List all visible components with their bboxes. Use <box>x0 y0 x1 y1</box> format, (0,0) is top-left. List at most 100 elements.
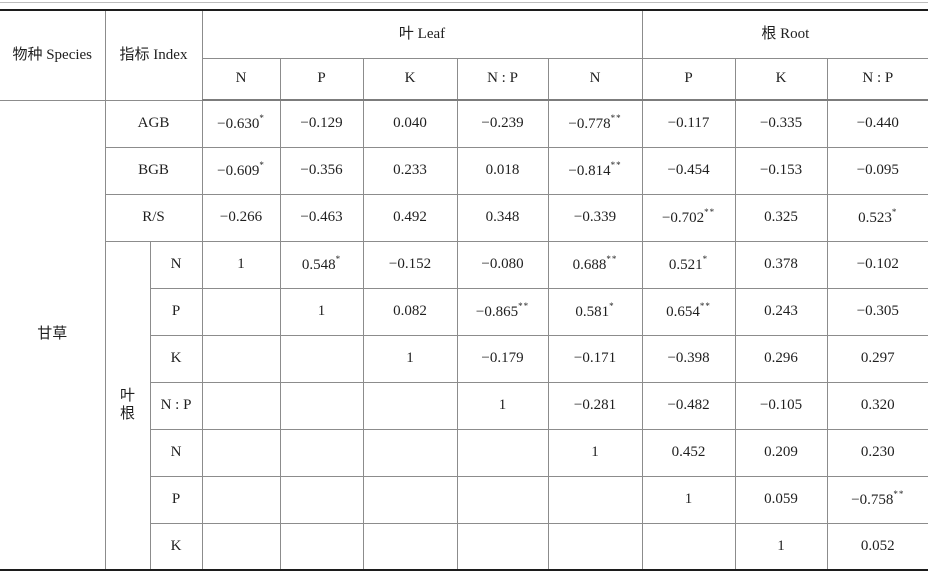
column-header-root-k: K <box>734 57 828 101</box>
value-cell: −0.865** <box>456 287 549 336</box>
value-cell: 0.521* <box>641 240 736 289</box>
empty-cell <box>362 428 458 477</box>
value-cell: 0.452 <box>641 428 736 477</box>
empty-cell <box>547 522 643 571</box>
table-row: N 1 0.452 0.209 0.230 <box>0 428 928 477</box>
value-cell: 0.059 <box>734 475 828 524</box>
leaf-group-header: 叶 Leaf <box>201 9 643 59</box>
value-cell: −0.129 <box>279 99 364 148</box>
empty-cell <box>201 287 281 336</box>
value-cell: −0.440 <box>826 99 928 148</box>
table-row: P 1 0.059 −0.758** <box>0 475 928 524</box>
value-cell: −0.080 <box>456 240 549 289</box>
value-cell: −0.102 <box>826 240 928 289</box>
value-cell: −0.339 <box>547 193 643 242</box>
empty-cell <box>641 522 736 571</box>
significance-marker: ** <box>610 112 622 123</box>
value-cell: 0.581* <box>547 287 643 336</box>
value-cell: 0.523* <box>826 193 928 242</box>
value-cell: −0.153 <box>734 146 828 195</box>
row-label-cell: N <box>149 428 203 477</box>
empty-cell <box>456 475 549 524</box>
value-cell: 0.688** <box>547 240 643 289</box>
value-cell: −0.266 <box>201 193 281 242</box>
row-label-cell: R/S <box>104 193 203 242</box>
empty-cell <box>456 522 549 571</box>
table-row: BGB −0.609* −0.356 0.233 0.018 −0.814** −0.454… <box>0 146 928 195</box>
empty-cell <box>279 475 364 524</box>
table-row: 叶根 N 1 0.548* −0.152 −0.080 0.688** 0.521* 0.378… <box>0 240 928 571</box>
empty-cell <box>279 428 364 477</box>
table-row: R/S −0.266 −0.463 0.492 0.348 −0.339 −0.702** 0… <box>0 193 928 242</box>
row-label-cell: N : P <box>149 381 203 430</box>
value-cell: 1 <box>201 240 281 289</box>
value-cell: −0.095 <box>826 146 928 195</box>
row-label-cell: BGB <box>104 146 203 195</box>
value-cell: −0.609* <box>201 146 281 195</box>
root-group-header: 根 Root <box>641 9 928 59</box>
value-cell: −0.778** <box>547 99 643 148</box>
row-label-cell: N <box>149 240 203 289</box>
empty-cell <box>201 381 281 430</box>
value-cell: 1 <box>734 522 828 571</box>
empty-cell <box>279 522 364 571</box>
value-cell: 0.320 <box>826 381 928 430</box>
value-cell: 0.040 <box>362 99 458 148</box>
sub-header-row: N P K N : P N P K N : P <box>0 57 928 101</box>
value-cell: 0.654** <box>641 287 736 336</box>
empty-cell <box>362 522 458 571</box>
value-cell: −0.239 <box>456 99 549 148</box>
leaf-root-pair-group-cell: 叶根 <box>104 240 151 571</box>
value-cell: 0.296 <box>734 334 828 383</box>
top-divider-rule <box>0 2 928 3</box>
row-label-cell: K <box>149 522 203 571</box>
table-row: 甘草 AGB −0.630* −0.129 0.040 −0.239 −0.778** −0.… <box>0 99 928 571</box>
value-cell: 0.209 <box>734 428 828 477</box>
value-cell: 1 <box>456 381 549 430</box>
value-cell: 0.082 <box>362 287 458 336</box>
significance-marker: ** <box>518 300 530 311</box>
value-cell: −0.117 <box>641 99 736 148</box>
significance-marker: ** <box>893 488 905 499</box>
correlation-table: 物种 Species 指标 Index 叶 Leaf 根 Root N P K … <box>0 9 928 571</box>
value-cell: −0.179 <box>456 334 549 383</box>
table-body: 甘草 AGB −0.630* −0.129 0.040 −0.239 −0.778** −0.… <box>0 99 928 571</box>
value-cell: −0.702** <box>641 193 736 242</box>
value-cell: 0.378 <box>734 240 828 289</box>
value-cell: −0.814** <box>547 146 643 195</box>
value-cell: 0.230 <box>826 428 928 477</box>
value-cell: 0.348 <box>456 193 549 242</box>
significance-marker: ** <box>704 206 716 217</box>
empty-cell <box>362 475 458 524</box>
value-cell: 0.052 <box>826 522 928 571</box>
significance-marker: * <box>335 253 342 264</box>
value-cell: 1 <box>362 334 458 383</box>
value-cell: −0.152 <box>362 240 458 289</box>
value-cell: −0.171 <box>547 334 643 383</box>
table-row: K 1 0.052 <box>0 522 928 571</box>
column-header-leaf-p: P <box>279 57 364 101</box>
significance-marker: * <box>702 253 709 264</box>
table-row: P 1 0.082 −0.865** 0.581* 0.654** 0.243 −0.305 <box>0 287 928 336</box>
value-cell: −0.335 <box>734 99 828 148</box>
column-header-leaf-n: N <box>201 57 281 101</box>
value-cell: 1 <box>547 428 643 477</box>
index-column-header: 指标 Index <box>104 9 203 101</box>
group-header-row: 物种 Species 指标 Index 叶 Leaf 根 Root <box>0 9 928 101</box>
value-cell: −0.463 <box>279 193 364 242</box>
column-header-leaf-np: N : P <box>456 57 549 101</box>
row-label-cell: P <box>149 287 203 336</box>
significance-marker: ** <box>610 159 622 170</box>
value-cell: −0.630* <box>201 99 281 148</box>
row-label-cell: AGB <box>104 99 203 148</box>
column-header-leaf-k: K <box>362 57 458 101</box>
value-cell: −0.454 <box>641 146 736 195</box>
significance-marker: * <box>891 206 898 217</box>
value-cell: −0.356 <box>279 146 364 195</box>
species-column-header: 物种 Species <box>0 9 106 101</box>
significance-marker: * <box>609 300 615 311</box>
value-cell: 0.492 <box>362 193 458 242</box>
row-label-cell: K <box>149 334 203 383</box>
value-cell: 0.548* <box>279 240 364 289</box>
